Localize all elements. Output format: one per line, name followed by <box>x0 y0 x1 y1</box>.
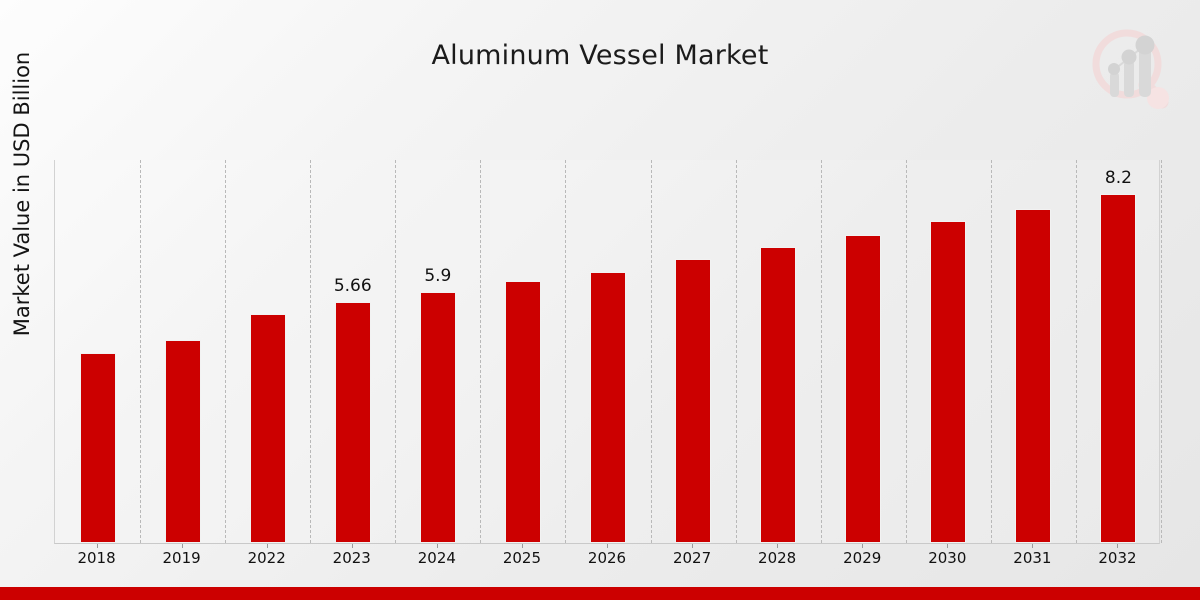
magnifier-bar-chart-logo <box>1082 22 1178 118</box>
bar-2027[interactable] <box>675 160 712 543</box>
x-tick-mark <box>266 544 268 548</box>
y-axis-title: Market Value in USD Billion <box>10 51 34 337</box>
bar-2032[interactable]: 8.2 <box>1100 160 1137 543</box>
bar-value-label-2023: 5.66 <box>333 276 372 297</box>
bar-rect[interactable] <box>79 353 116 543</box>
gridline <box>990 160 992 543</box>
page-title: Aluminum Vessel Market <box>431 40 769 71</box>
gridline <box>225 160 227 543</box>
x-tick-mark <box>1117 544 1119 548</box>
bar-rect[interactable] <box>249 314 286 543</box>
gridline <box>480 160 482 543</box>
x-tick-label-2029: 2029 <box>843 549 882 567</box>
x-tick-label-2032: 2032 <box>1098 549 1137 567</box>
bar-rect[interactable] <box>675 259 712 543</box>
bar-rect[interactable] <box>419 291 456 543</box>
x-tick-label-2022: 2022 <box>247 549 286 567</box>
bar-2022[interactable] <box>249 160 286 543</box>
bar-rect[interactable] <box>164 340 201 543</box>
gridline <box>565 160 567 543</box>
gridline <box>650 160 652 543</box>
bar-2031[interactable] <box>1015 160 1052 543</box>
bar-rect[interactable] <box>930 221 967 543</box>
x-tick-mark <box>96 544 98 548</box>
gridline <box>905 160 907 543</box>
bar-rect[interactable] <box>334 302 371 543</box>
bar-rect[interactable] <box>760 247 797 543</box>
x-tick-mark <box>181 544 183 548</box>
x-tick-label-2018: 2018 <box>77 549 116 567</box>
bar-2026[interactable] <box>590 160 626 543</box>
gridline <box>820 160 822 543</box>
x-tick-mark <box>947 544 949 548</box>
gridline <box>140 160 142 543</box>
footer-accent-bar <box>0 587 1200 600</box>
bar-2030[interactable] <box>930 160 967 543</box>
x-tick-mark <box>1032 544 1034 548</box>
gridline <box>735 160 737 543</box>
gridline <box>1161 160 1162 543</box>
plot-area: 5.66 5.9 8.2 <box>54 160 1162 544</box>
x-tick-mark <box>777 544 779 548</box>
gridline <box>395 160 397 543</box>
x-tick-label-2025: 2025 <box>502 549 542 567</box>
x-tick-label-2024: 2024 <box>417 549 456 567</box>
x-tick-label-2030: 2030 <box>928 549 967 567</box>
bar-2019[interactable] <box>164 160 201 543</box>
x-tick-label-2019: 2019 <box>162 549 201 567</box>
x-tick-mark <box>862 544 864 548</box>
bar-rect[interactable] <box>590 271 626 543</box>
bar-rect[interactable] <box>1100 194 1137 543</box>
bar-2018[interactable] <box>79 160 116 543</box>
gridline <box>1075 160 1077 543</box>
bar-value-label-2032: 8.2 <box>1104 168 1132 189</box>
bar-2029[interactable] <box>845 160 882 543</box>
bar-2023[interactable]: 5.66 <box>333 160 372 543</box>
x-tick-label-2023: 2023 <box>332 549 371 567</box>
bar-2028[interactable] <box>760 160 797 543</box>
bar-value-label-2024: 5.9 <box>424 265 452 286</box>
x-tick-label-2026: 2026 <box>587 549 627 567</box>
x-tick-mark <box>607 544 608 548</box>
x-tick-label-2028: 2028 <box>758 549 797 567</box>
bar-2024[interactable]: 5.9 <box>419 160 456 543</box>
bar-rect[interactable] <box>1015 208 1052 543</box>
bar-rect[interactable] <box>845 235 882 543</box>
x-tick-mark <box>436 544 438 548</box>
gridline <box>310 160 312 543</box>
x-tick-mark <box>521 544 523 548</box>
x-tick-mark <box>692 544 694 548</box>
bar-rect[interactable] <box>504 281 541 543</box>
x-tick-label-2027: 2027 <box>672 549 712 567</box>
x-tick-label-2031: 2031 <box>1013 549 1052 567</box>
x-tick-mark <box>351 544 353 548</box>
bar-2025[interactable] <box>504 160 541 543</box>
